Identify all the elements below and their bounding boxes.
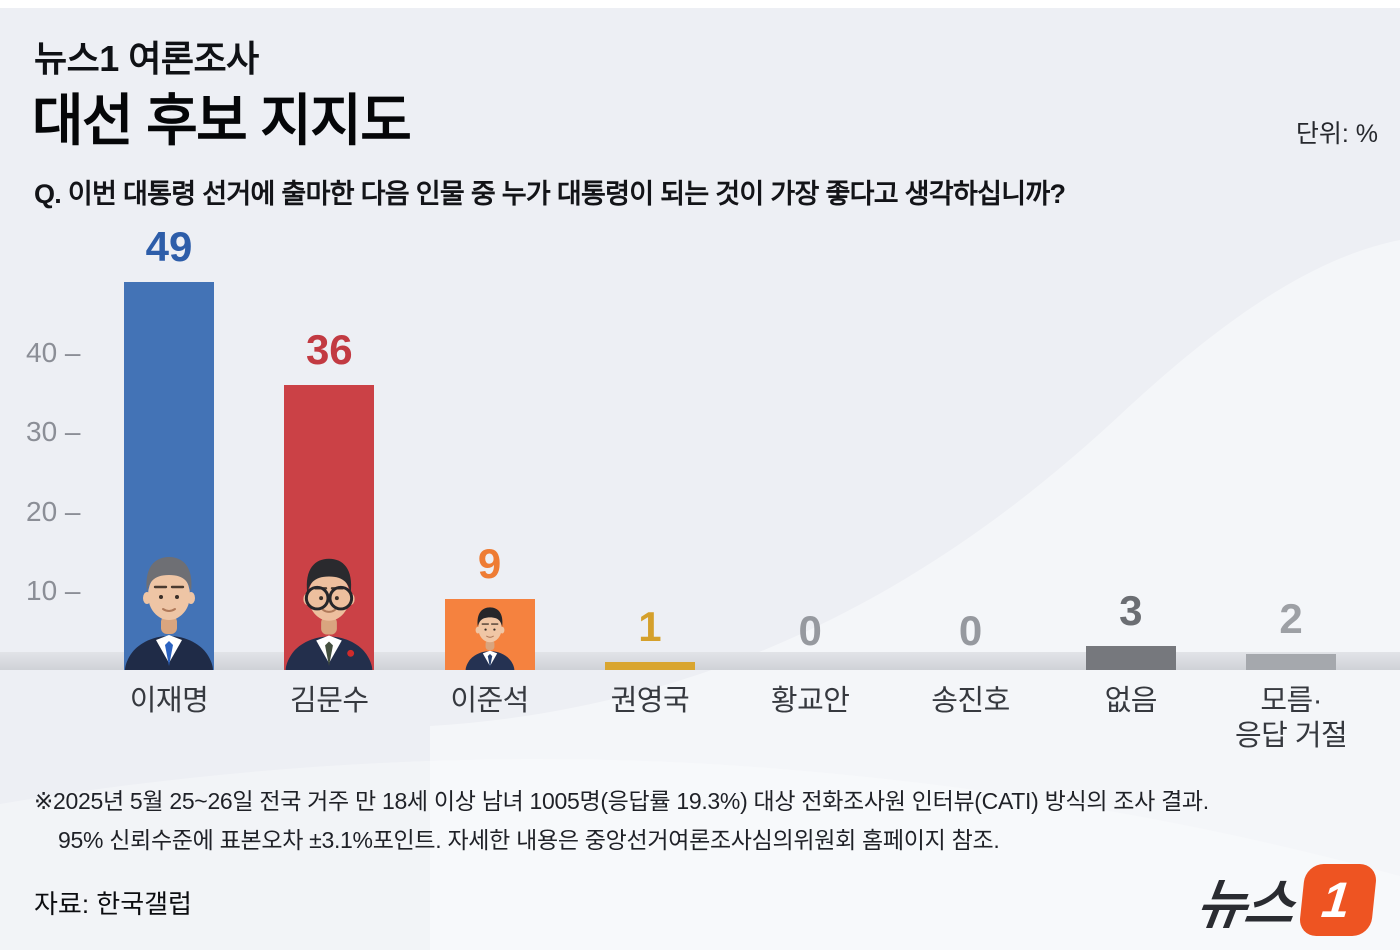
footnote-line-2: 95% 신뢰수준에 표본오차 ±3.1%포인트. 자세한 내용은 중앙선거여론조… [58, 827, 1000, 853]
survey-question: Q. 이번 대통령 선거에 출마한 다음 인물 중 누가 대통령이 되는 것이 … [34, 179, 1066, 209]
value-label-5: 0 [958, 607, 983, 654]
news1-logo-badge: 1 [1298, 863, 1378, 936]
bar-1 [284, 385, 375, 670]
top-white-strip [0, 0, 1400, 8]
candidate-photo [465, 607, 514, 670]
y-axis-tick-30: 30 – [26, 416, 81, 448]
value-label-4: 0 [798, 607, 822, 654]
category-label-3: 권영국 [610, 685, 690, 717]
unit-label: 단위: % [1295, 120, 1378, 148]
y-axis-tick-10: 10 – [26, 574, 81, 606]
bar-6 [1085, 646, 1176, 670]
candidate-photo [125, 557, 213, 670]
y-axis-tick-40: 40 – [26, 337, 81, 369]
category-label-6: 없음 [1104, 685, 1158, 717]
category-label-1: 김문수 [290, 685, 369, 717]
news1-logo-numeral: 1 [1319, 871, 1353, 928]
footnote-line-1: ※2025년 5월 25~26일 전국 거주 만 18세 이상 남녀 1005명… [34, 788, 1209, 814]
methodology-footnote: ※2025년 5월 25~26일 전국 거주 만 18세 이상 남녀 1005명… [34, 782, 1209, 860]
category-label-0: 이재명 [129, 685, 209, 717]
value-label-2: 9 [477, 540, 502, 587]
kicker-title: 뉴스1 여론조사 [34, 38, 259, 79]
value-label-7: 2 [1279, 595, 1303, 642]
value-label-0: 49 [145, 223, 193, 270]
page-title: 대선 후보 지지도 [32, 89, 412, 152]
candidate-photo [285, 558, 373, 670]
category-label-7: 모름· 응답 거절 [1234, 685, 1348, 752]
category-label-5: 송진호 [931, 685, 1010, 717]
source-label: 자료: 한국갤럽 [34, 889, 192, 919]
value-label-1: 36 [305, 326, 353, 373]
bar-0 [124, 282, 214, 670]
category-label-2: 이준석 [450, 685, 529, 717]
category-label-4: 황교안 [770, 685, 850, 717]
bar-2 [444, 599, 535, 670]
bar-7 [1246, 654, 1337, 670]
value-label-3: 1 [638, 603, 662, 650]
y-axis-tick-20: 20 – [26, 495, 81, 527]
value-label-6: 3 [1119, 587, 1143, 634]
news1-logo-text: 뉴스 [1192, 875, 1297, 935]
bar-3 [604, 662, 695, 670]
news1-logo: 뉴스 1 [1193, 860, 1378, 939]
